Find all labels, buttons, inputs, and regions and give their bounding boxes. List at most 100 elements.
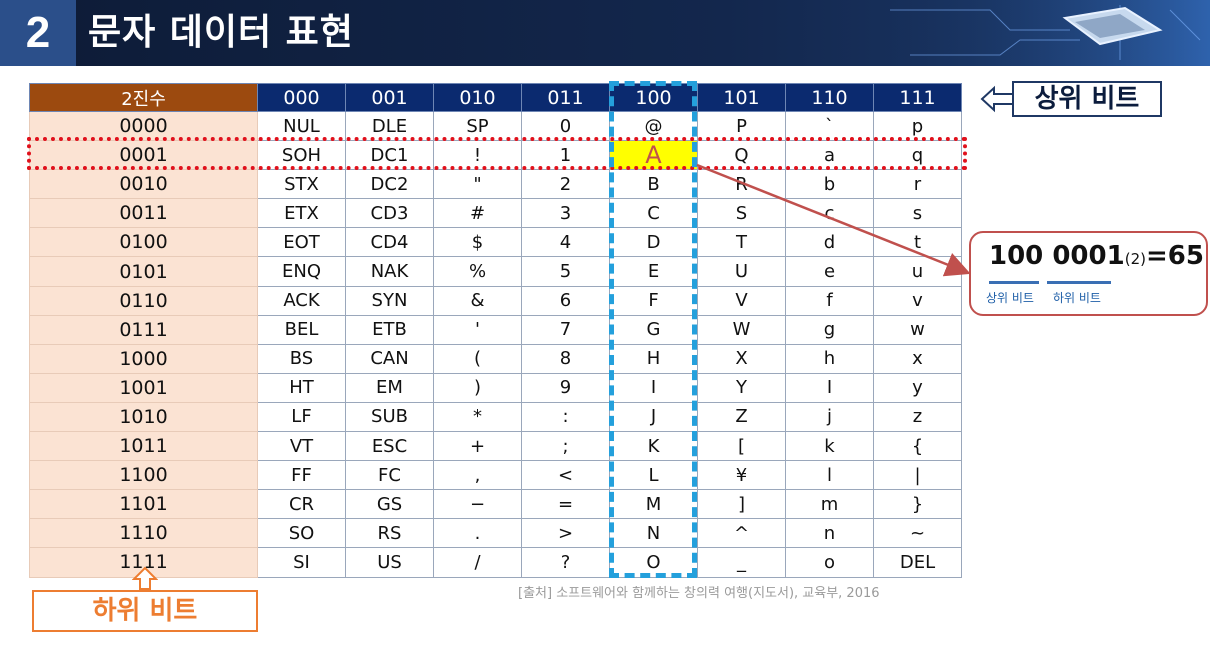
table-cell: FF [257, 460, 346, 491]
column-header-100: 100 [609, 83, 698, 112]
table-cell: c [785, 198, 874, 229]
table-row: 1101 CR GS − = M] m} [29, 489, 962, 520]
table-cell: US [345, 547, 434, 578]
table-cell: ( [433, 343, 522, 374]
table-cell: w [873, 314, 962, 345]
table-cell: VT [257, 431, 346, 462]
table-cell: @ [609, 110, 698, 142]
table-cell: EOT [257, 227, 346, 258]
table-row: 1110 SO RS. > N ^ n ~ [29, 518, 962, 549]
column-header-110: 110 [785, 83, 874, 112]
table-header-row: 2진수 000 001 010 011 100 101 110 111 [29, 83, 962, 112]
table-cell: g [785, 314, 874, 345]
binary-value-callout: 100 0001(2)=65 상위 비트 하위 비트 [969, 231, 1208, 316]
table-cell: s [873, 198, 962, 229]
table-cell: SO [257, 518, 346, 549]
table-cell: r [873, 169, 962, 200]
table-cell: & [433, 285, 522, 316]
table-cell: O [609, 547, 698, 578]
table-cell: 4 [521, 227, 610, 258]
lower-bit-label: 하위 비트 [32, 590, 258, 632]
table-cell: C [609, 198, 698, 229]
column-header-111: 111 [873, 83, 962, 112]
table-cell: u [873, 256, 962, 287]
table-row: 1011 VT ESC +; K[k{ [29, 431, 962, 462]
table-cell: GS [345, 489, 434, 520]
table-cell: * [433, 401, 522, 433]
table-cell: } [873, 489, 962, 520]
table-cell: _ [697, 547, 786, 578]
table-cell: V [697, 285, 786, 316]
table-cell: W [697, 314, 786, 345]
table-cell: BEL [257, 314, 346, 345]
table-cell: 2 [521, 169, 610, 200]
table-cell: SUB [345, 401, 434, 433]
left-arrow-icon [980, 85, 1015, 113]
row-header: 0011 [29, 198, 258, 229]
table-cell: " [433, 169, 522, 200]
table-cell: H [609, 343, 698, 374]
row-header: 1011 [29, 431, 258, 462]
table-cell: 7 [521, 314, 610, 345]
corner-header: 2진수 [29, 83, 258, 112]
table-cell: D [609, 227, 698, 258]
row-header: 1010 [29, 401, 258, 433]
table-cell: BS [257, 343, 346, 374]
row-header: 0110 [29, 285, 258, 316]
table-cell: : [521, 401, 610, 433]
table-cell: n [785, 518, 874, 549]
circuit-decoration-icon [870, 0, 1210, 66]
table-cell: T [697, 227, 786, 258]
table-cell: X [697, 343, 786, 374]
table-cell: ETX [257, 198, 346, 229]
table-cell: y [873, 372, 962, 403]
table-cell: 8 [521, 343, 610, 374]
table-cell: ) [433, 372, 522, 403]
table-cell: 5 [521, 256, 610, 287]
upper-bit-label: 상위 비트 [1012, 81, 1162, 117]
table-cell: > [521, 518, 610, 549]
table-cell: I [785, 372, 874, 403]
table-cell: LF [257, 401, 346, 433]
row-header: 0111 [29, 314, 258, 345]
table-cell: ; [521, 431, 610, 462]
table-cell: p [873, 110, 962, 142]
row-header: 0100 [29, 227, 258, 258]
upper-bits-value: 100 [989, 241, 1044, 271]
table-cell: Y [697, 372, 786, 403]
table-cell: . [433, 518, 522, 549]
table-cell: f [785, 285, 874, 316]
table-cell: h [785, 343, 874, 374]
table-cell: d [785, 227, 874, 258]
table-cell: ~ [873, 518, 962, 549]
table-cell: Z [697, 401, 786, 433]
table-cell: / [433, 547, 522, 578]
table-cell: l [785, 460, 874, 491]
row-header: 0000 [29, 110, 258, 142]
table-cell: ] [697, 489, 786, 520]
binary-expression: 100 0001(2)=65 [989, 241, 1204, 271]
table-cell: DC2 [345, 169, 434, 200]
table-cell: ¥ [697, 460, 786, 491]
table-row: 0000 NUL DLE SP 0 @ P ` p [29, 110, 962, 142]
table-cell: t [873, 227, 962, 258]
table-row: 1100 FF FC, < L ¥ l | [29, 460, 962, 491]
table-cell: $ [433, 227, 522, 258]
highlighted-row-outline [27, 137, 967, 170]
table-cell: R [697, 169, 786, 200]
table-cell: SOH [257, 140, 346, 171]
table-cell: 0 [521, 110, 610, 142]
row-header: 1100 [29, 460, 258, 491]
table-cell: N [609, 518, 698, 549]
callout-upper-label: 상위 비트 [986, 291, 1034, 305]
row-header: 1101 [29, 489, 258, 520]
table-cell: 6 [521, 285, 610, 316]
column-header-101: 101 [697, 83, 786, 112]
